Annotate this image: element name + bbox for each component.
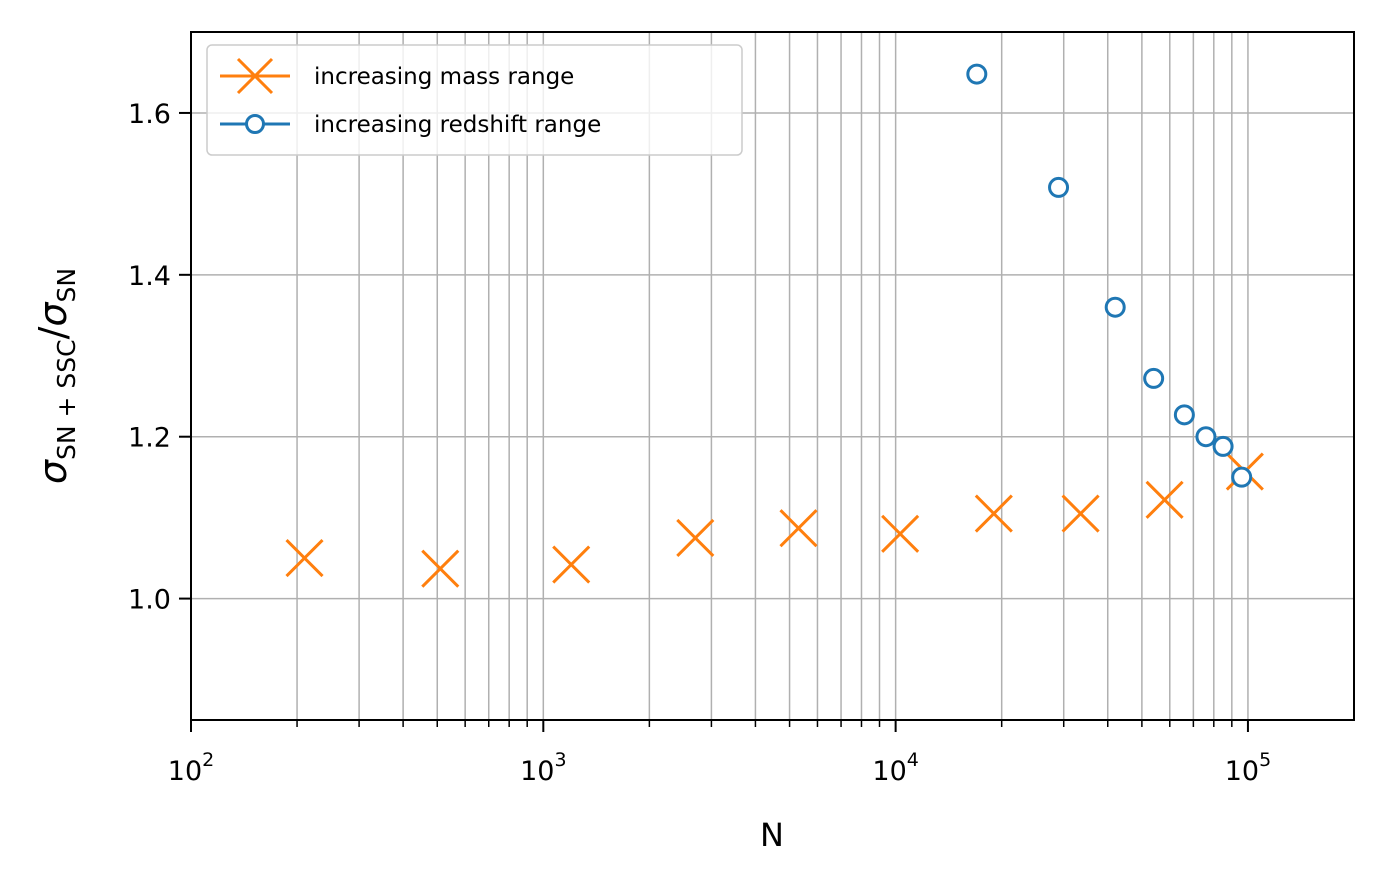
mass-range-point	[974, 494, 1013, 533]
redshift-range-point	[1173, 404, 1195, 426]
x-tick-label: 102	[168, 749, 214, 787]
redshift-range-point	[1143, 367, 1165, 389]
mass-range-point	[285, 539, 324, 578]
series-1	[966, 63, 1253, 488]
redshift-range-point	[966, 63, 988, 85]
legend-box	[206, 44, 743, 156]
plot-frame	[190, 31, 1355, 721]
mass-range-point	[1061, 494, 1100, 533]
y-tick-label: 1.6	[128, 99, 171, 130]
redshift-range-point	[1048, 176, 1070, 198]
series-0	[285, 452, 1264, 588]
axis-ticks: 102 103 104 105 1.0 1.2 1.4 1.6	[128, 99, 1271, 787]
y-axis-label: σSN + SSC/σSN	[31, 268, 81, 484]
redshift-range-point	[1212, 435, 1234, 457]
redshift-range-point	[1104, 296, 1126, 318]
mass-range-point	[421, 549, 460, 588]
x-tick-label: 103	[520, 749, 566, 787]
legend-label-mass: increasing mass range	[314, 64, 574, 90]
y-tick-label: 1.2	[128, 423, 171, 454]
plot-area	[285, 63, 1264, 588]
mass-range-point	[1145, 480, 1184, 519]
redshift-range-point	[1195, 426, 1217, 448]
x-tick-label: 104	[872, 749, 918, 787]
x-tick-label: 105	[1225, 749, 1271, 787]
mass-range-point	[552, 545, 591, 584]
legend: increasing mass range increasing redshif…	[206, 44, 743, 156]
mass-range-point	[779, 509, 818, 548]
mass-range-point	[881, 514, 920, 553]
y-tick-label: 1.0	[128, 585, 171, 616]
legend-marker-redshift	[245, 114, 265, 134]
legend-marker-mass	[236, 57, 274, 95]
x-axis-label: N	[760, 816, 784, 854]
legend-label-redshift: increasing redshift range	[314, 112, 601, 138]
redshift-range-point	[1231, 466, 1253, 488]
y-tick-label: 1.4	[128, 261, 171, 292]
mass-range-point	[676, 518, 715, 557]
